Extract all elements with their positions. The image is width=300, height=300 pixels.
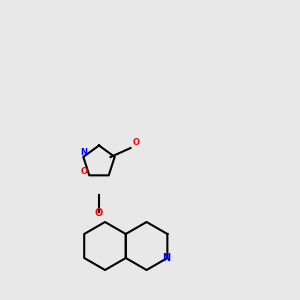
Text: N: N <box>81 148 88 157</box>
Text: O: O <box>133 137 140 147</box>
Text: N: N <box>162 253 170 263</box>
Text: O: O <box>95 208 103 218</box>
Text: O: O <box>81 167 88 176</box>
